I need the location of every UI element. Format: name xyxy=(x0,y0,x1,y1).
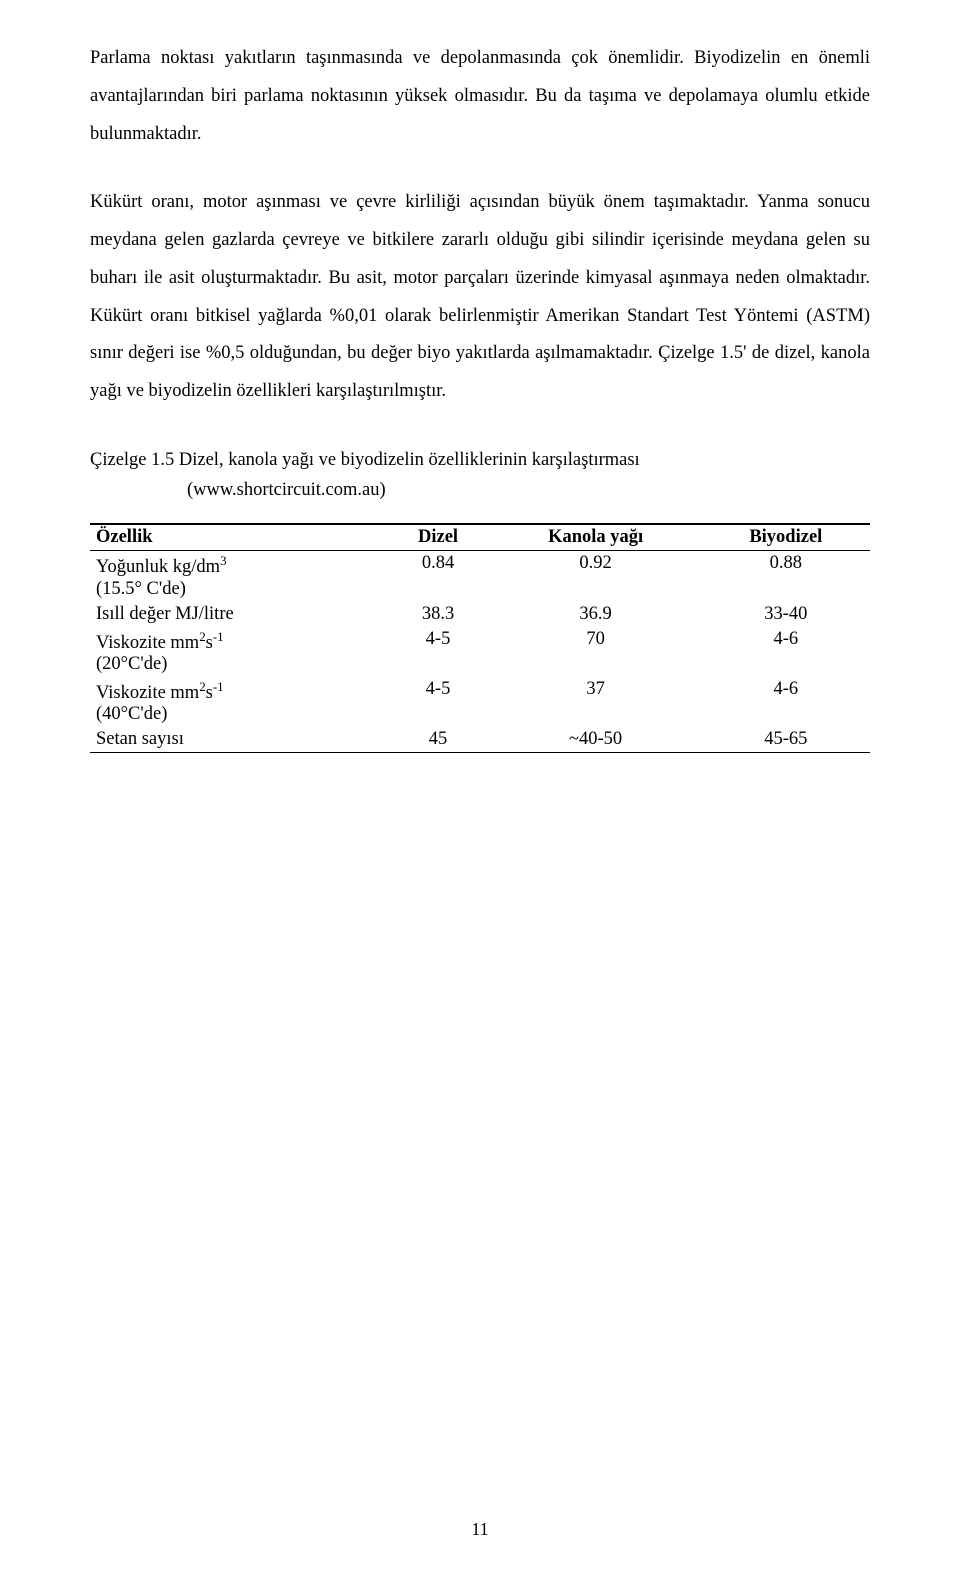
table-row: Viskozite mm2s-1 (20°C'de) 4-5 70 4-6 xyxy=(90,627,870,677)
property-cell: Viskozite mm2s-1 (40°C'de) xyxy=(90,677,386,727)
property-cell: Isıll değer MJ/litre xyxy=(90,602,386,627)
paragraph-2: Kükürt oranı, motor aşınması ve çevre ki… xyxy=(90,184,870,412)
value-cell: 45-65 xyxy=(702,727,870,753)
value-cell: 38.3 xyxy=(386,602,489,627)
value-cell: 45 xyxy=(386,727,489,753)
value-cell: 0.84 xyxy=(386,551,489,602)
table-row: Viskozite mm2s-1 (40°C'de) 4-5 37 4-6 xyxy=(90,677,870,727)
value-cell: 0.92 xyxy=(490,551,702,602)
paragraph-1: Parlama noktası yakıtların taşınmasında … xyxy=(90,40,870,154)
value-cell: 0.88 xyxy=(702,551,870,602)
col-header-canola: Kanola yağı xyxy=(490,524,702,551)
value-cell: 33-40 xyxy=(702,602,870,627)
table-row: Setan sayısı 45 ~40-50 45-65 xyxy=(90,727,870,753)
value-cell: 36.9 xyxy=(490,602,702,627)
value-cell: 4-6 xyxy=(702,677,870,727)
table-caption-line2: (www.shortcircuit.com.au) xyxy=(90,476,870,506)
value-cell: 37 xyxy=(490,677,702,727)
property-cell: Viskozite mm2s-1 (20°C'de) xyxy=(90,627,386,677)
value-cell: 4-5 xyxy=(386,627,489,677)
value-cell: 4-5 xyxy=(386,677,489,727)
table-row: Isıll değer MJ/litre 38.3 36.9 33-40 xyxy=(90,602,870,627)
comparison-table: Özellik Dizel Kanola yağı Biyodizel Yoğu… xyxy=(90,523,870,752)
value-cell: 70 xyxy=(490,627,702,677)
col-header-biodiesel: Biyodizel xyxy=(702,524,870,551)
property-cell: Setan sayısı xyxy=(90,727,386,753)
table-caption-line1: Çizelge 1.5 Dizel, kanola yağı ve biyodi… xyxy=(90,446,870,476)
col-header-property: Özellik xyxy=(90,524,386,551)
value-cell: ~40-50 xyxy=(490,727,702,753)
document-page: Parlama noktası yakıtların taşınmasında … xyxy=(0,0,960,1575)
page-number: 11 xyxy=(0,1519,960,1540)
col-header-diesel: Dizel xyxy=(386,524,489,551)
property-cell: Yoğunluk kg/dm3 (15.5° C'de) xyxy=(90,551,386,602)
table-caption: Çizelge 1.5 Dizel, kanola yağı ve biyodi… xyxy=(90,446,870,505)
table-row: Yoğunluk kg/dm3 (15.5° C'de) 0.84 0.92 0… xyxy=(90,551,870,602)
value-cell: 4-6 xyxy=(702,627,870,677)
table-header-row: Özellik Dizel Kanola yağı Biyodizel xyxy=(90,524,870,551)
